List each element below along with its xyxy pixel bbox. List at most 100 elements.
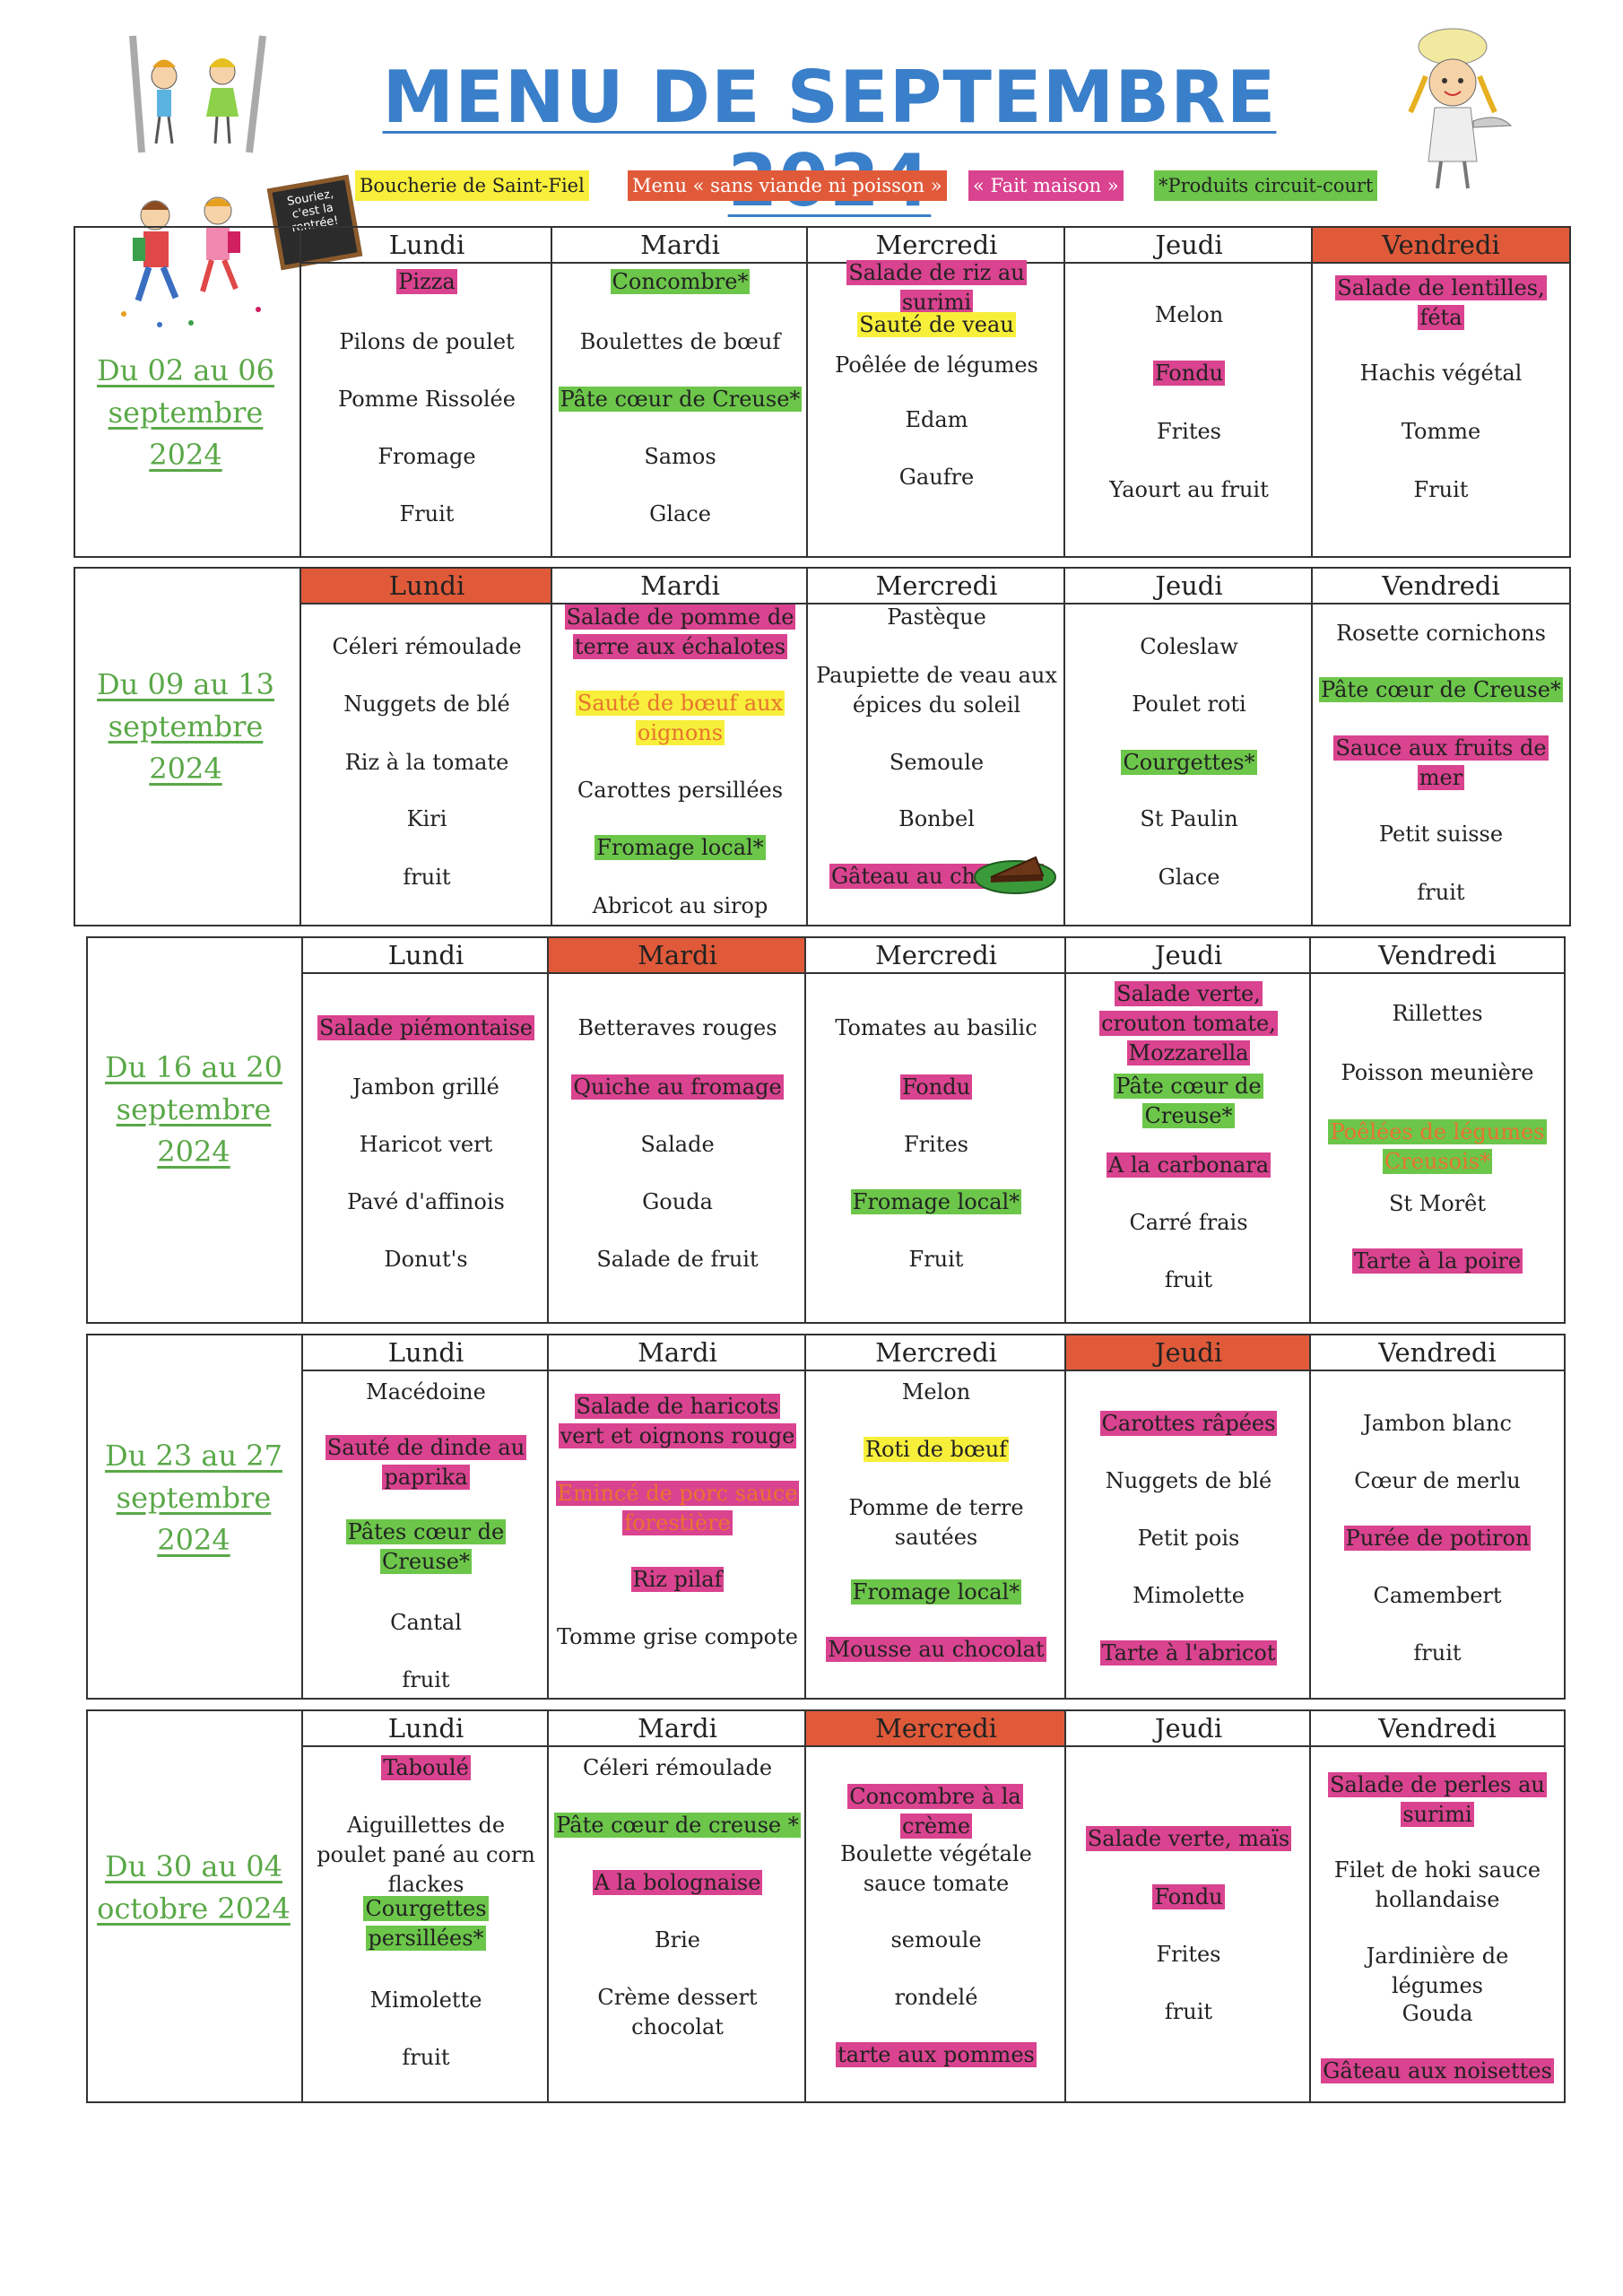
menu-item-text: Salade verte, crouton tomate, Mozzarella — [1099, 981, 1278, 1065]
menu-item: Salade de riz au surimi — [813, 258, 1060, 317]
menu-item-text: Salade de pomme de terre aux échalotes — [564, 604, 796, 659]
kids-with-cutlery-icon — [129, 35, 266, 153]
menu-item-text: Glace — [649, 501, 711, 526]
menu-item-text: Petit suisse — [1378, 822, 1504, 847]
menu-item-text: Sauté de dinde au paprika — [325, 1435, 527, 1490]
menu-item-text: Nuggets de blé — [1105, 1468, 1272, 1493]
menu-item: Samos — [558, 442, 803, 472]
menu-item: Sauté de bœuf aux oignons — [558, 689, 803, 748]
menu-item: semoule — [812, 1926, 1061, 1955]
menu-item-text: Pâte cœur de Creuse* — [558, 387, 803, 412]
menu-item-text: Salade de fruit — [596, 1247, 759, 1272]
menu-item-text: Kiri — [406, 806, 447, 831]
week-label-line: Du 02 au 06 — [97, 353, 274, 387]
menu-item: Kiri — [307, 804, 547, 834]
day-header: Lundi — [301, 228, 552, 264]
menu-item-text: Cœur de merlu — [1354, 1468, 1521, 1493]
menu-item-text: Bonbel — [898, 806, 975, 831]
menu-item-text: Pâtes cœur de Creuse* — [345, 1519, 507, 1574]
menu-item: fruit — [308, 1665, 543, 1695]
menu-item: tarte aux pommes — [812, 2040, 1061, 2070]
week-block: Lundi Macédoine Sauté de dinde au paprika P… — [86, 1334, 1566, 1700]
day-column-vendredi: Vendredi Rosette cornichons Pâte cœur de C… — [1311, 569, 1569, 925]
menu-item: Salade de haricots vert et oignons rouge — [554, 1392, 801, 1451]
menu-item: Pilons de poulet — [307, 327, 547, 357]
menu-item-text: Mousse au chocolat — [826, 1637, 1046, 1662]
menu-item-text: Sauté de bœuf aux oignons — [575, 691, 785, 745]
menu-item: Melon — [812, 1378, 1061, 1407]
menu-item: Gouda — [1316, 1999, 1558, 2029]
week-label-line: septembre — [108, 709, 264, 744]
menu-item-text: Carré frais — [1129, 1210, 1248, 1235]
day-header: Mardi — [552, 569, 808, 604]
day-column-lundi: Lundi Taboulé Aiguillettes de poulet pané … — [301, 1711, 549, 2101]
menu-item: Fondu — [1072, 1883, 1306, 1912]
menu-item: Pizza — [307, 267, 547, 297]
week-label-line: Du 23 au 27 — [105, 1439, 282, 1473]
menu-item-text: Fromage — [378, 444, 476, 469]
legend-sans-viande: Menu « sans viande ni poisson » — [628, 170, 947, 201]
menu-item-text: Emincé de porc sauce forestière — [555, 1481, 800, 1535]
day-column-lundi: Lundi Salade piémontaise Jambon grillé Hari… — [301, 938, 549, 1322]
day-column-lundi: Lundi Pizza Pilons de poulet Pomme Rissolée… — [299, 228, 552, 556]
menu-item-text: fruit — [1164, 1999, 1213, 2024]
day-header: Mardi — [549, 1335, 806, 1371]
menu-item: Macédoine — [308, 1378, 543, 1407]
day-column-vendredi: Vendredi Jambon blanc Cœur de merlu Purée d… — [1309, 1335, 1564, 1698]
menu-item-text: Jardinière de légumes — [1366, 1944, 1509, 1998]
menu-item-text: Tarte à l'abricot — [1099, 1640, 1278, 1665]
menu-item: Brie — [554, 1926, 801, 1955]
menu-item: Glace — [558, 500, 803, 529]
day-header: Vendredi — [1313, 228, 1569, 264]
menu-item: Salade de lentilles, féta — [1318, 274, 1564, 333]
menu-item-text: rondelé — [894, 1985, 978, 2010]
menu-item: Paupiette de veau aux épices du soleil — [813, 661, 1060, 720]
menu-item: Pâte cœur de Creuse* — [1072, 1072, 1306, 1131]
day-header: Vendredi — [1311, 1335, 1564, 1371]
menu-item: Tomme — [1318, 417, 1564, 447]
menu-item-text: fruit — [403, 865, 451, 890]
week-label-line: septembre — [116, 1481, 272, 1515]
menu-item-text: Courgettes* — [1121, 750, 1257, 775]
menu-item-text: Céleri rémoulade — [332, 634, 522, 659]
menu-item-text: Abricot au sirop — [592, 893, 768, 918]
menu-item: Quiche au fromage — [554, 1073, 801, 1102]
menu-item-text: Salade verte, maïs — [1085, 1826, 1292, 1851]
menu-item-text: Glace — [1158, 865, 1220, 890]
menu-item: Salade de perles au surimi — [1316, 1770, 1558, 1830]
menu-item-text: fruit — [1164, 1267, 1213, 1292]
week-label-line: octobre 2024 — [97, 1892, 291, 1926]
menu-item: Emincé de porc sauce forestière — [554, 1479, 801, 1538]
legend-boucherie: Boucherie de Saint-Fiel — [355, 170, 589, 201]
menu-item: fruit — [1072, 1997, 1306, 2027]
menu-item: Boulettes de bœuf — [558, 327, 803, 357]
menu-item: Salade de fruit — [554, 1245, 801, 1274]
week-label: Du 09 au 13 septembre 2024 — [77, 664, 294, 790]
menu-item: Jardinière de légumes — [1316, 1942, 1558, 2001]
menu-item-text: Jambon grillé — [352, 1074, 499, 1100]
day-column-mardi: Mardi Salade de pomme de terre aux échalo… — [551, 569, 808, 925]
menu-item: Mousse au chocolat — [812, 1635, 1061, 1665]
menu-item-text: Fromage local* — [850, 1579, 1022, 1605]
day-column-jeudi: Jeudi Coleslaw Poulet roti Courgettes* St Pa… — [1063, 569, 1313, 925]
menu-item: fruit — [1318, 878, 1564, 908]
menu-item: Melon — [1071, 300, 1307, 330]
menu-item-text: Fruit — [1413, 477, 1469, 502]
day-column-jeudi: Jeudi Salade verte, crouton tomate, Mozza… — [1064, 938, 1311, 1322]
menu-item: Fromage local* — [558, 833, 803, 863]
menu-item-text: Pâte cœur de Creuse* — [1319, 677, 1563, 702]
week-label: Du 30 au 04 octobre 2024 — [90, 1846, 298, 1930]
menu-item-text: Boulette végétale sauce tomate — [840, 1841, 1032, 1896]
menu-item: Fromage — [307, 442, 547, 472]
menu-item-text: Gaufre — [898, 465, 975, 490]
menu-item-text: Fruit — [908, 1247, 964, 1272]
menu-item-text: A la bolognaise — [592, 1870, 763, 1895]
menu-item: A la carbonara — [1072, 1151, 1306, 1180]
day-column-vendredi: Vendredi Salade de perles au surimi Filet … — [1309, 1711, 1564, 2101]
week-label-line: Du 16 au 20 — [105, 1050, 282, 1084]
day-header: Mercredi — [808, 569, 1065, 604]
menu-item: Jambon grillé — [308, 1073, 543, 1102]
week-label: Du 23 au 27 septembre 2024 — [90, 1435, 298, 1561]
menu-item: A la bolognaise — [554, 1868, 801, 1898]
menu-item: Semoule — [813, 748, 1060, 778]
